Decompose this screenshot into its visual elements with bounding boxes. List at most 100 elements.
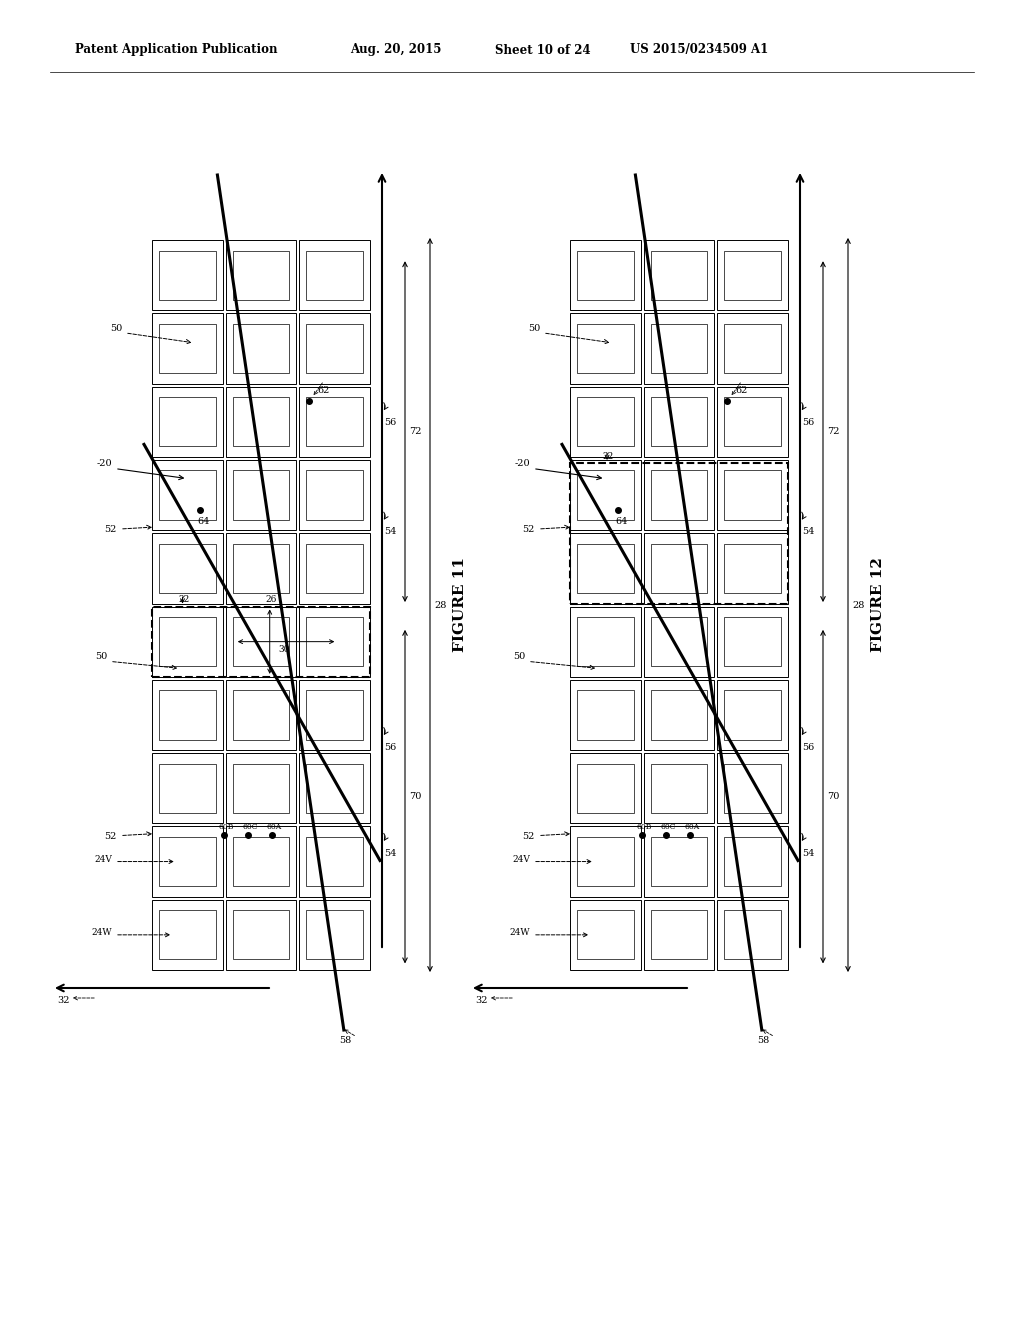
Text: 32: 32 bbox=[57, 997, 70, 1005]
Bar bbox=[299, 606, 370, 677]
Text: 54: 54 bbox=[802, 849, 814, 858]
Bar bbox=[724, 911, 781, 960]
Bar bbox=[306, 837, 362, 886]
Bar bbox=[650, 837, 708, 886]
Bar bbox=[578, 470, 634, 520]
Bar bbox=[644, 313, 715, 384]
Bar bbox=[718, 459, 788, 531]
Bar bbox=[152, 680, 222, 750]
Text: 60A: 60A bbox=[685, 822, 700, 832]
Bar bbox=[225, 900, 296, 970]
Bar bbox=[152, 313, 222, 384]
Text: 50: 50 bbox=[527, 323, 540, 333]
Bar bbox=[299, 387, 370, 457]
Bar bbox=[232, 323, 289, 374]
Text: 56: 56 bbox=[384, 418, 396, 426]
Bar bbox=[152, 606, 222, 677]
Bar bbox=[306, 616, 362, 667]
Bar bbox=[225, 826, 296, 896]
Bar bbox=[225, 387, 296, 457]
Bar bbox=[578, 251, 634, 300]
Bar bbox=[225, 313, 296, 384]
Bar bbox=[724, 690, 781, 739]
Bar bbox=[152, 387, 222, 457]
Bar bbox=[299, 240, 370, 310]
Bar bbox=[225, 459, 296, 531]
Bar bbox=[232, 616, 289, 667]
Bar bbox=[232, 837, 289, 886]
Bar bbox=[570, 900, 641, 970]
Bar bbox=[159, 397, 216, 446]
Bar bbox=[724, 397, 781, 446]
Text: 72: 72 bbox=[409, 428, 422, 436]
Text: Patent Application Publication: Patent Application Publication bbox=[75, 44, 278, 57]
Bar bbox=[644, 533, 715, 603]
Bar bbox=[306, 764, 362, 813]
Text: 28: 28 bbox=[434, 601, 446, 610]
Text: 60A: 60A bbox=[267, 822, 283, 832]
Text: 52: 52 bbox=[522, 832, 535, 841]
Text: 50: 50 bbox=[110, 323, 122, 333]
Bar bbox=[718, 533, 788, 603]
Bar bbox=[644, 680, 715, 750]
Bar bbox=[299, 754, 370, 824]
Text: 62: 62 bbox=[317, 385, 330, 395]
Bar bbox=[232, 397, 289, 446]
Text: 58: 58 bbox=[757, 1036, 769, 1045]
Text: 54: 54 bbox=[384, 528, 396, 536]
Bar bbox=[644, 754, 715, 824]
Bar bbox=[299, 680, 370, 750]
Text: 50: 50 bbox=[95, 652, 106, 661]
Bar bbox=[159, 764, 216, 813]
Bar bbox=[152, 754, 222, 824]
Bar bbox=[718, 606, 788, 677]
Bar bbox=[570, 313, 641, 384]
Bar bbox=[152, 240, 222, 310]
Bar bbox=[152, 459, 222, 531]
Bar bbox=[232, 911, 289, 960]
Bar bbox=[570, 754, 641, 824]
Bar bbox=[718, 313, 788, 384]
Bar bbox=[570, 459, 641, 531]
Bar bbox=[159, 544, 216, 593]
Bar bbox=[159, 470, 216, 520]
Bar bbox=[306, 911, 362, 960]
Bar bbox=[232, 544, 289, 593]
Bar bbox=[644, 240, 715, 310]
Text: Sheet 10 of 24: Sheet 10 of 24 bbox=[495, 44, 591, 57]
Bar bbox=[570, 680, 641, 750]
Bar bbox=[152, 606, 370, 677]
Text: 62: 62 bbox=[735, 385, 748, 395]
Bar bbox=[644, 459, 715, 531]
Text: 52: 52 bbox=[522, 525, 535, 535]
Bar bbox=[306, 251, 362, 300]
Bar bbox=[578, 544, 634, 593]
Bar bbox=[650, 690, 708, 739]
Bar bbox=[159, 690, 216, 739]
Text: 60C: 60C bbox=[660, 822, 677, 832]
Text: 24W: 24W bbox=[509, 928, 530, 937]
Text: 30: 30 bbox=[279, 644, 290, 653]
Bar bbox=[578, 323, 634, 374]
Bar bbox=[225, 533, 296, 603]
Bar bbox=[718, 900, 788, 970]
Bar bbox=[650, 911, 708, 960]
Text: FIGURE 11: FIGURE 11 bbox=[453, 557, 467, 652]
Text: 64: 64 bbox=[197, 517, 209, 527]
Bar bbox=[232, 690, 289, 739]
Bar bbox=[232, 251, 289, 300]
Bar bbox=[232, 764, 289, 813]
Text: 28: 28 bbox=[852, 601, 864, 610]
Bar bbox=[570, 463, 788, 603]
Text: 50: 50 bbox=[513, 652, 525, 661]
Text: 54: 54 bbox=[384, 849, 396, 858]
Bar bbox=[306, 397, 362, 446]
Bar bbox=[724, 616, 781, 667]
Bar bbox=[225, 606, 296, 677]
Bar bbox=[650, 470, 708, 520]
Text: 24W: 24W bbox=[91, 928, 112, 937]
Bar bbox=[306, 544, 362, 593]
Bar bbox=[650, 544, 708, 593]
Text: 56: 56 bbox=[384, 743, 396, 752]
Bar bbox=[718, 387, 788, 457]
